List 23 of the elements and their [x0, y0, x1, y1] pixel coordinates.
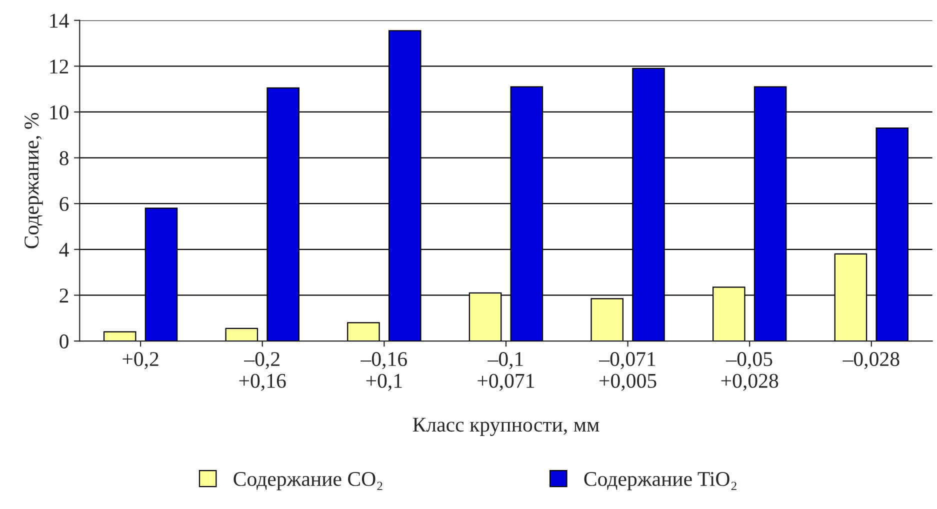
y-tick-label: 8: [60, 151, 68, 166]
y-tick-label: 2: [60, 288, 68, 302]
x-tick-label: –0,2 +0,16: [239, 352, 286, 391]
y-tick-label: 0: [60, 334, 68, 348]
y-tick-label: 10: [50, 105, 68, 120]
bar: [103, 331, 136, 342]
y-axis-title: Содержание, %: [24, 112, 43, 248]
x-tick-label: –0,05 +0,028: [721, 352, 778, 391]
x-tick-label: –0,071 +0,005: [599, 352, 656, 391]
y-tick-label: 4: [59, 242, 69, 257]
x-tick-label: –0,028: [842, 352, 900, 370]
y-tick-label: 6: [60, 197, 69, 212]
x-tick-label: –0,16 +0,1: [360, 352, 407, 391]
y-tick-label: 14: [50, 14, 69, 28]
x-tick-label: –0,1 +0,071: [478, 352, 534, 391]
x-tick-label: +0,2: [122, 352, 158, 370]
bar: [347, 322, 380, 342]
legend-label: Содержание TiO₂: [584, 472, 736, 490]
bar: [590, 298, 624, 342]
y-tick-label: 12: [50, 60, 68, 74]
bar: [225, 328, 258, 342]
legend-label: Содержание CO₂: [234, 472, 382, 490]
x-axis-title: Класс крупности, мм: [412, 418, 600, 436]
